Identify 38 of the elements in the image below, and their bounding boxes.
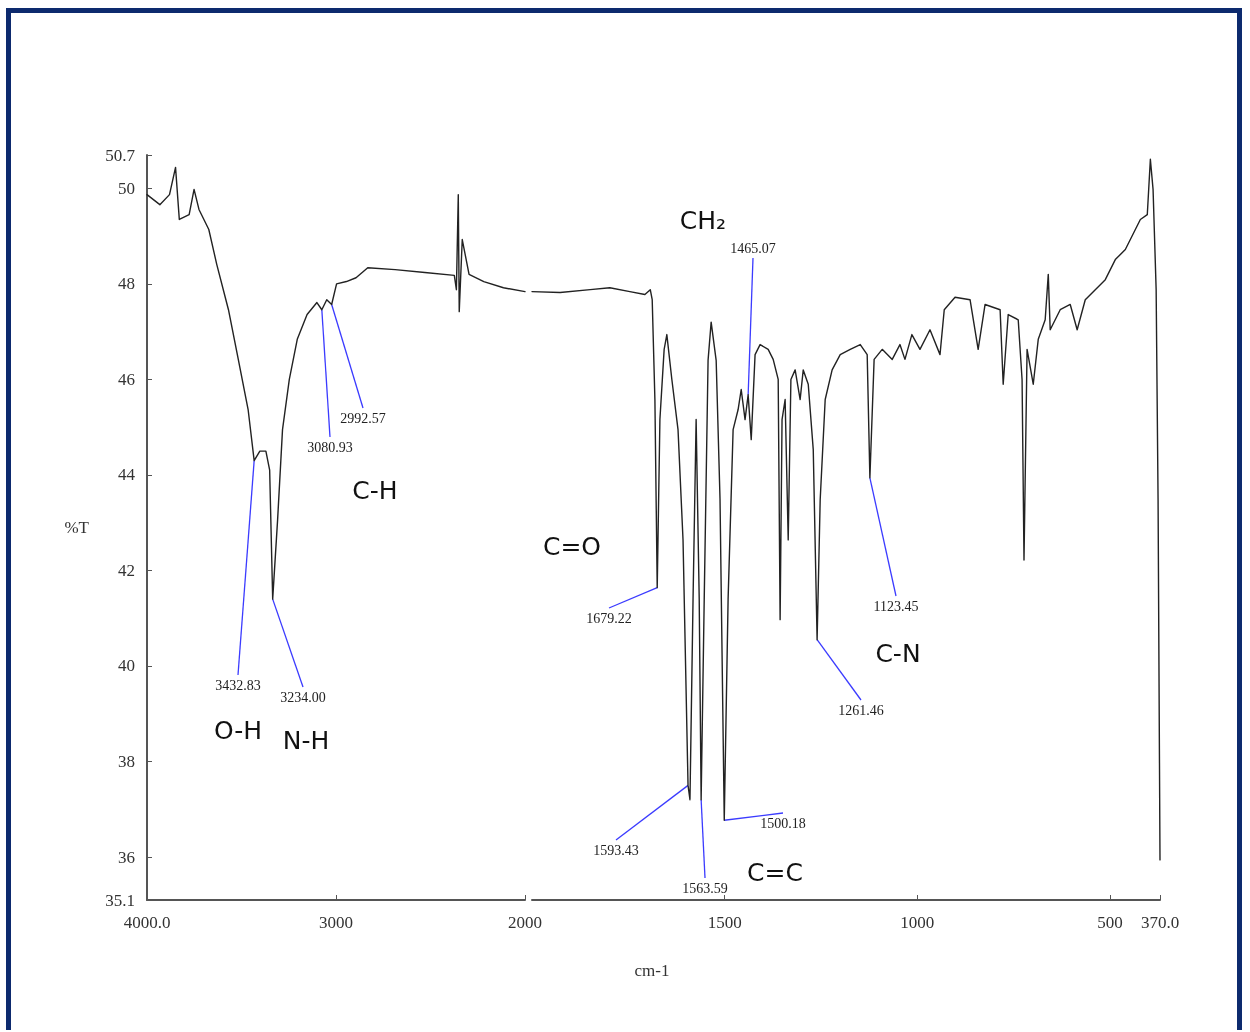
annotation: C=O <box>542 531 602 561</box>
annotation: 1261.46 <box>838 702 884 718</box>
x-tick-label: 500 <box>1097 913 1123 932</box>
x-tick-label: 3000 <box>319 913 353 932</box>
annotation: N-H <box>282 725 330 755</box>
y-tick-label: 36 <box>118 847 135 867</box>
annotation: 3432.83 <box>215 677 261 693</box>
y-tick-label: 50.7 <box>105 145 136 165</box>
annotation: 1465.07 <box>730 240 776 256</box>
annotation: CH₂ <box>679 205 727 235</box>
x-tick-label: 2000 <box>508 913 542 932</box>
annotation: 1593.43 <box>593 842 639 858</box>
annotation: 1679.22 <box>586 610 632 626</box>
y-tick-label: 48 <box>118 274 135 294</box>
annotation: C-H <box>352 475 398 505</box>
annotation: 1123.45 <box>873 598 919 614</box>
y-tick-label: 50 <box>118 178 135 198</box>
annotation: 1563.59 <box>682 880 728 896</box>
y-tick-label: 35.1 <box>105 890 135 910</box>
annotation: 2992.57 <box>340 410 386 426</box>
line-series <box>146 166 526 600</box>
x-axis-title: cm-1 <box>634 960 670 980</box>
y-axis-title: %T <box>64 518 90 537</box>
annotation: 1500.18 <box>760 815 806 831</box>
y-tick-label: 42 <box>118 560 135 580</box>
y-tick-label: 38 <box>118 752 135 772</box>
annotation: C-N <box>875 638 921 668</box>
annotation: 3080.93 <box>307 439 353 455</box>
annotation: O-H <box>213 715 263 745</box>
annotation: 3234.00 <box>280 689 326 705</box>
x-tick-label: 1000 <box>900 913 935 932</box>
x-tick-label: 4000.0 <box>123 913 171 932</box>
annotation: C=C <box>747 857 803 887</box>
y-tick-label: 46 <box>118 369 135 389</box>
x-tick-label: 1500 <box>707 913 742 932</box>
y-tick-label: 40 <box>118 656 135 676</box>
y-tick-label: 44 <box>118 465 136 485</box>
x-tick-label: 370.0 <box>1140 913 1180 932</box>
